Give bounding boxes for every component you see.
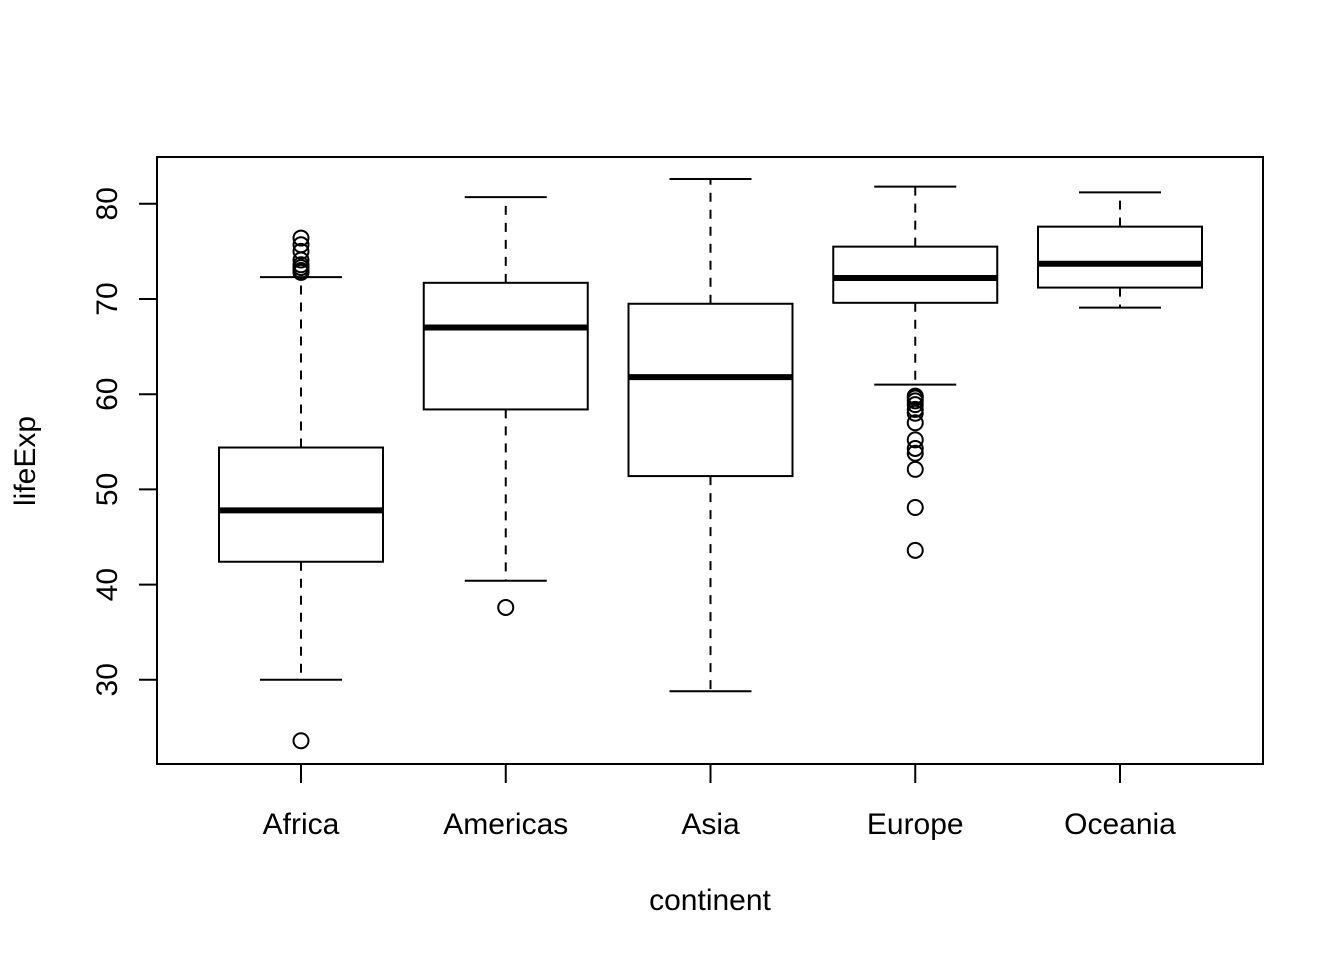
outlier-europe-1 xyxy=(906,498,924,516)
outlier-europe-6 xyxy=(906,414,924,432)
box-oceania xyxy=(1037,191,1203,309)
outlier-africa-8 xyxy=(292,229,310,247)
box-iqr-europe xyxy=(832,245,999,304)
outlier-europe-0 xyxy=(906,541,924,559)
y-tick-label-30: 30 xyxy=(91,663,124,696)
x-axis: Africa Americas Asia Europe Oceania xyxy=(263,764,1176,841)
box-iqr-africa xyxy=(218,446,384,563)
outlier-africa-0 xyxy=(292,732,310,750)
y-tick-label-40: 40 xyxy=(91,568,124,601)
outlier-europe-8 xyxy=(906,400,924,418)
box-americas xyxy=(422,196,589,616)
box-africa xyxy=(218,229,384,750)
outlier-europe-3 xyxy=(906,444,924,462)
y-tick-label-80: 80 xyxy=(91,187,124,220)
outlier-europe-2 xyxy=(906,460,924,478)
box-europe xyxy=(832,185,999,559)
box-iqr-oceania xyxy=(1037,225,1203,289)
outlier-americas-0 xyxy=(497,598,515,616)
outlier-europe-4 xyxy=(906,439,924,457)
y-tick-label-70: 70 xyxy=(91,282,124,315)
box-iqr-americas xyxy=(422,281,589,411)
x-tick-label-asia: Asia xyxy=(681,808,740,841)
x-axis-label: continent xyxy=(649,884,771,917)
x-tick-label-americas: Americas xyxy=(443,808,568,841)
box-asia xyxy=(627,178,794,693)
outlier-africa-6 xyxy=(292,242,310,260)
y-axis: 30 40 50 60 70 80 xyxy=(91,187,157,696)
outlier-africa-4 xyxy=(292,256,310,274)
y-tick-label-50: 50 xyxy=(91,473,124,506)
y-axis-label: lifeExp xyxy=(9,416,42,506)
boxes-group xyxy=(218,178,1203,750)
x-tick-label-africa: Africa xyxy=(263,808,340,841)
outlier-europe-5 xyxy=(906,431,924,449)
x-tick-label-europe: Europe xyxy=(867,808,964,841)
x-tick-label-oceania: Oceania xyxy=(1064,808,1176,841)
box-iqr-asia xyxy=(627,302,794,478)
outlier-africa-7 xyxy=(292,236,310,254)
y-tick-label-60: 60 xyxy=(91,378,124,411)
outlier-europe-12 xyxy=(906,387,924,405)
